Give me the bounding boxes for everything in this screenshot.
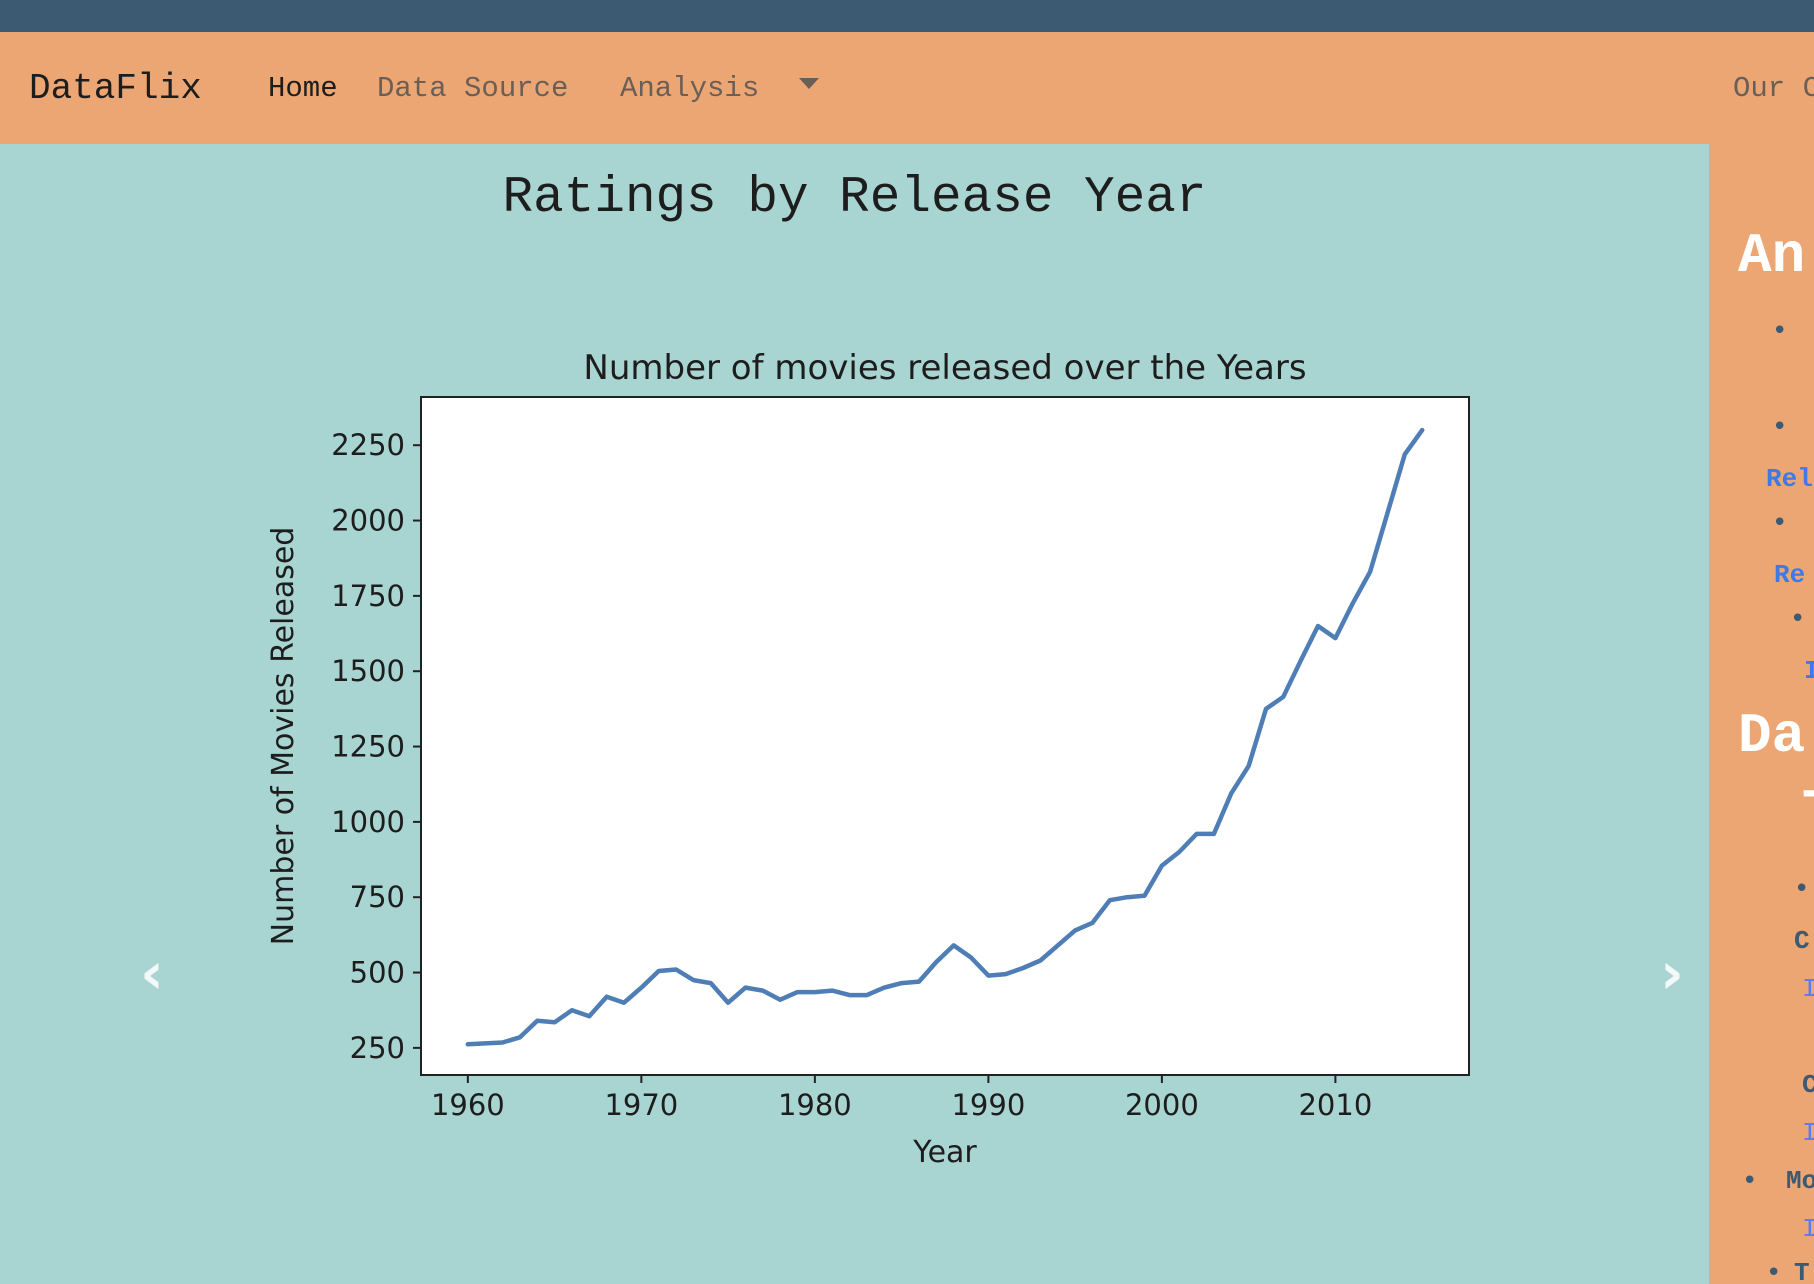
sidebar-label-c: C xyxy=(1794,926,1810,956)
list-bullet: • xyxy=(1766,1258,1782,1284)
sidebar: An • • Rel • Re • I Da T • C I C I • Mo … xyxy=(1709,144,1814,1284)
x-axis-label: Year xyxy=(912,1135,977,1170)
x-tick-label: 1960 xyxy=(431,1088,505,1122)
series-line xyxy=(465,427,1425,1047)
chevron-left-icon[interactable]: ‹ xyxy=(140,939,164,1007)
brand-logo[interactable]: DataFlix xyxy=(29,68,202,109)
y-tick-label: 250 xyxy=(350,1031,405,1065)
sidebar-label-c2: C xyxy=(1802,1070,1814,1100)
sidebar-link-i1[interactable]: I xyxy=(1802,974,1814,1004)
chevron-down-icon[interactable] xyxy=(799,78,819,89)
y-tick-label: 750 xyxy=(350,880,405,914)
sidebar-link-release-2[interactable]: Re xyxy=(1774,560,1806,590)
list-bullet: • xyxy=(1772,316,1788,346)
y-tick-label: 1000 xyxy=(331,805,405,839)
y-tick-label: 500 xyxy=(350,956,405,990)
sidebar-link-item[interactable]: I xyxy=(1804,656,1814,686)
navbar xyxy=(0,32,1814,144)
sidebar-link-i2[interactable]: I xyxy=(1802,1118,1814,1148)
y-tick-label: 1750 xyxy=(331,579,405,613)
nav-data-source[interactable]: Data Source xyxy=(377,72,569,105)
x-tick-label: 1980 xyxy=(778,1088,852,1122)
nav-our-team[interactable]: Our C xyxy=(1733,72,1814,105)
sidebar-label-t: T xyxy=(1794,1258,1810,1284)
nav-analysis-dropdown[interactable]: Analysis xyxy=(620,72,760,105)
sidebar-heading-analysis: An xyxy=(1738,224,1806,288)
nav-home[interactable]: Home xyxy=(268,72,338,105)
browser-top-strip xyxy=(0,0,1814,32)
sidebar-heading-data: Da xyxy=(1738,704,1806,768)
sidebar-link-release[interactable]: Rel xyxy=(1766,464,1813,494)
chart-figure: Number of movies released over the Years… xyxy=(0,144,1709,1284)
list-bullet: • xyxy=(1790,604,1806,634)
chevron-right-icon[interactable]: › xyxy=(1660,939,1684,1007)
y-tick-label: 1500 xyxy=(331,654,405,688)
sidebar-heading-data-line2: T xyxy=(1802,780,1814,844)
x-tick-label: 1990 xyxy=(951,1088,1025,1122)
carousel: Number of movies released over the Years… xyxy=(0,144,1709,1284)
chart-title: Number of movies released over the Years xyxy=(583,348,1306,388)
y-tick-label: 1250 xyxy=(331,730,405,764)
x-tick-label: 2000 xyxy=(1125,1088,1199,1122)
y-tick-label: 2000 xyxy=(331,504,405,538)
chart-svg: Number of movies released over the Years… xyxy=(266,348,1470,1170)
list-bullet: • xyxy=(1772,508,1788,538)
list-bullet: • xyxy=(1794,874,1810,904)
plot-area xyxy=(420,396,1470,1076)
list-bullet: • xyxy=(1742,1166,1758,1196)
sidebar-label-mo: Mo xyxy=(1786,1166,1814,1196)
x-tick-label: 2010 xyxy=(1298,1088,1372,1122)
y-tick-label: 2250 xyxy=(331,428,405,462)
list-bullet: • xyxy=(1772,412,1788,442)
y-axis-label: Number of Movies Released xyxy=(266,527,301,946)
sidebar-link-i3[interactable]: I xyxy=(1802,1214,1814,1244)
slide-title: Ratings by Release Year xyxy=(502,170,1207,227)
x-tick-label: 1970 xyxy=(604,1088,678,1122)
